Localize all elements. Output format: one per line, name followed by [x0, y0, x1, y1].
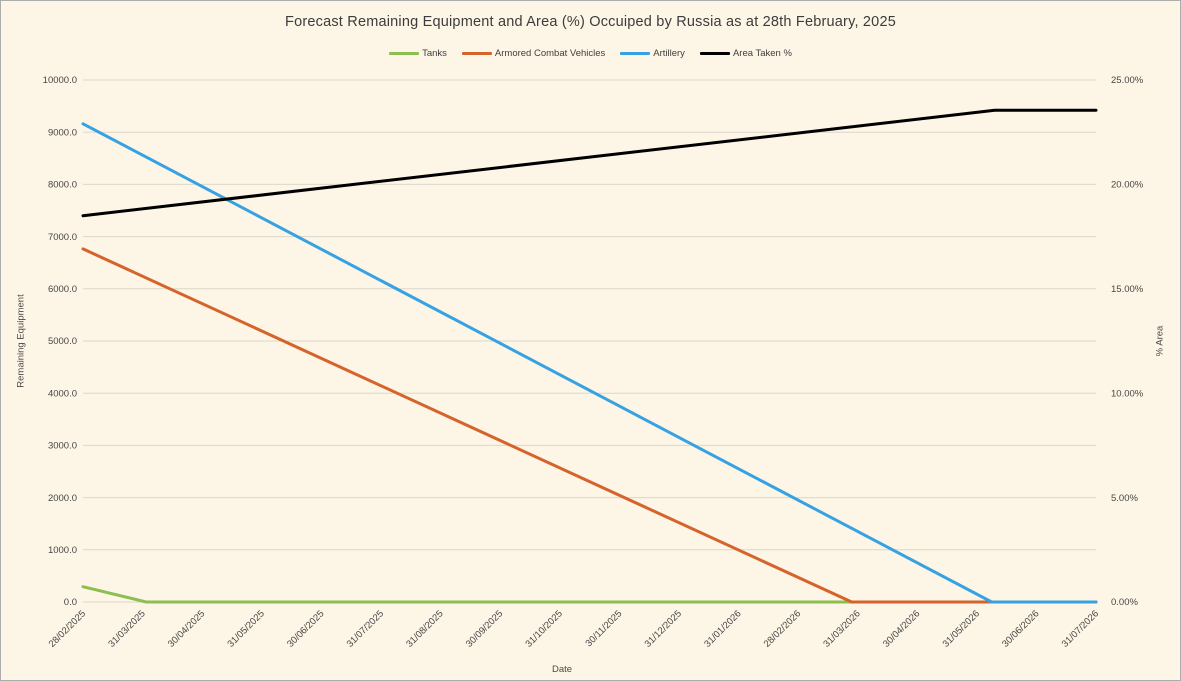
legend-swatch-icon	[389, 52, 420, 55]
right-axis-tick-label: 15.00%	[1111, 284, 1144, 295]
legend-label: Armored Combat Vehicles	[494, 48, 606, 59]
x-axis-tick-label: 31/01/2026	[702, 608, 743, 649]
left-axis-tick-label: 2000.0	[48, 493, 77, 504]
legend-item-armored-combat-vehicles: Armored Combat Vehicles	[461, 48, 606, 59]
right-axis-tick-label: 20.00%	[1111, 180, 1144, 191]
legend-item-artillery: Artillery	[620, 48, 685, 59]
left-axis-tick-label: 10000.0	[43, 75, 77, 86]
x-axis-tick-label: 31/05/2026	[941, 608, 982, 649]
chart-legend: Tanks Armored Combat Vehicles Artillery Are…	[1, 48, 1180, 59]
right-axis-tick-label: 0.00%	[1111, 597, 1138, 608]
x-axis-tick-label: 30/06/2025	[285, 608, 326, 649]
left-axis-tick-label: 5000.0	[48, 336, 77, 347]
right-axis-tick-label: 25.00%	[1111, 75, 1144, 86]
right-axis-title: % Area	[1154, 325, 1166, 357]
legend-label: Artillery	[653, 48, 685, 59]
left-axis-tick-label: 8000.0	[48, 180, 77, 191]
left-axis-tick-label: 1000.0	[48, 545, 77, 556]
x-axis-tick-label: 30/06/2026	[1000, 608, 1041, 649]
legend-item-area-taken-: Area Taken %	[699, 48, 792, 59]
left-axis-title: Remaining Equipment	[15, 294, 27, 388]
x-axis-tick-label: 31/07/2026	[1060, 608, 1101, 649]
x-axis-tick-label: 31/03/2026	[821, 608, 862, 649]
left-axis-tick-label: 4000.0	[48, 388, 77, 399]
series-line-area-taken-	[81, 108, 1098, 218]
legend-swatch-icon	[699, 52, 730, 55]
x-axis-tick-label: 31/10/2025	[523, 608, 564, 649]
legend-item-tanks: Tanks	[389, 48, 447, 59]
right-axis-tick-label: 10.00%	[1111, 388, 1144, 399]
left-axis-tick-label: 0.0	[64, 597, 77, 608]
x-axis-tick-label: 30/11/2025	[584, 608, 625, 649]
legend-swatch-icon	[461, 52, 492, 55]
left-axis-tick-label: 6000.0	[48, 284, 77, 295]
x-axis-tick-label: 30/04/2025	[166, 608, 207, 649]
left-axis-tick-label: 3000.0	[48, 441, 77, 452]
legend-label: Area Taken %	[732, 48, 792, 59]
left-axis-tick-label: 7000.0	[48, 232, 77, 243]
x-axis-title: Date	[551, 664, 573, 675]
x-axis-tick-label: 31/12/2025	[643, 608, 684, 649]
x-axis-tick-label: 28/02/2025	[47, 608, 88, 649]
legend-swatch-icon	[620, 52, 651, 55]
x-axis-tick-label: 30/09/2025	[464, 608, 505, 649]
x-axis-tick-label: 31/08/2025	[404, 608, 445, 649]
x-axis-tick-label: 31/03/2025	[106, 608, 147, 649]
chart-title: Forecast Remaining Equipment and Area (%…	[285, 14, 896, 30]
series-line-armored-combat-vehicles	[81, 247, 1098, 604]
right-axis-tick-label: 5.00%	[1111, 493, 1138, 504]
legend-label: Tanks	[422, 48, 447, 59]
left-axis-tick-label: 9000.0	[48, 127, 77, 138]
series-line-artillery	[81, 122, 1098, 604]
x-axis-tick-label: 31/05/2025	[225, 608, 266, 649]
x-axis-tick-label: 31/07/2025	[345, 608, 386, 649]
x-axis-tick-label: 28/02/2026	[762, 608, 803, 649]
series-line-tanks	[81, 585, 1098, 604]
x-axis-tick-label: 30/04/2026	[881, 608, 922, 649]
